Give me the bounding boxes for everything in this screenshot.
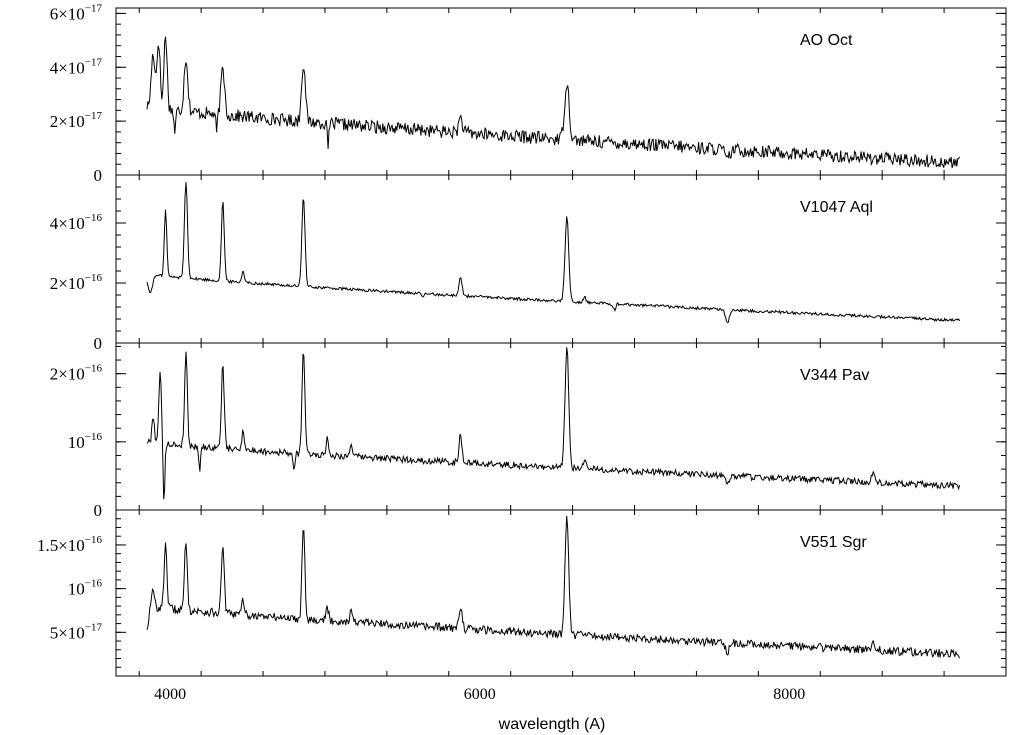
spectrum-line xyxy=(146,347,961,500)
spectrum-line xyxy=(146,515,961,659)
panel-frame xyxy=(115,7,1007,176)
star-name-label: V1047 Aql xyxy=(800,199,873,216)
y-tick-label: 2×10−16 xyxy=(50,363,103,384)
y-tick-label: 0 xyxy=(94,166,103,185)
y-tick-label: 0 xyxy=(94,334,103,353)
spectrum-line xyxy=(146,36,961,169)
panel-1: 0 2×10−17 4×10−17 6×10−17 AO Oct xyxy=(50,2,1007,185)
x-tick-label: 8000 xyxy=(773,686,805,703)
x-tick-label: 4000 xyxy=(154,686,186,703)
y-tick-label: 4×10−17 xyxy=(50,56,103,77)
y-tick-label: 1.5×10−16 xyxy=(37,534,103,555)
y-tick-label: 2×10−16 xyxy=(50,272,103,293)
y-tick-label: 0 xyxy=(94,501,103,520)
star-name-label: V344 Pav xyxy=(800,367,869,384)
y-tick-label: 6×10−17 xyxy=(50,2,103,23)
spectrum-line xyxy=(146,182,961,324)
star-name-label: V551 Sgr xyxy=(800,534,867,551)
panels: 0 2×10−17 4×10−17 6×10−17 AO Oct 0 2×10−16 4×10… xyxy=(37,2,1007,703)
panel-3: 0 10−16 2×10−16 V344 Pav xyxy=(50,342,1007,520)
y-tick-label: 5×10−17 xyxy=(50,621,103,642)
y-tick-label: 10−16 xyxy=(68,578,103,599)
y-tick-label: 4×10−16 xyxy=(50,212,103,233)
x-axis-label: wavelength (A) xyxy=(498,716,606,733)
panel-2: 0 2×10−16 4×10−16 V1047 Aql xyxy=(50,174,1007,353)
y-tick-label: 10−16 xyxy=(68,431,103,452)
panel-frame xyxy=(115,342,1007,511)
star-name-label: AO Oct xyxy=(800,32,853,49)
panel-4: 5×10−17 10−16 1.5×10−16 V551 Sgr xyxy=(37,509,1007,677)
y-tick-label: 2×10−17 xyxy=(50,110,103,131)
panel-frame xyxy=(115,509,1007,677)
x-tick-label: 6000 xyxy=(464,686,496,703)
